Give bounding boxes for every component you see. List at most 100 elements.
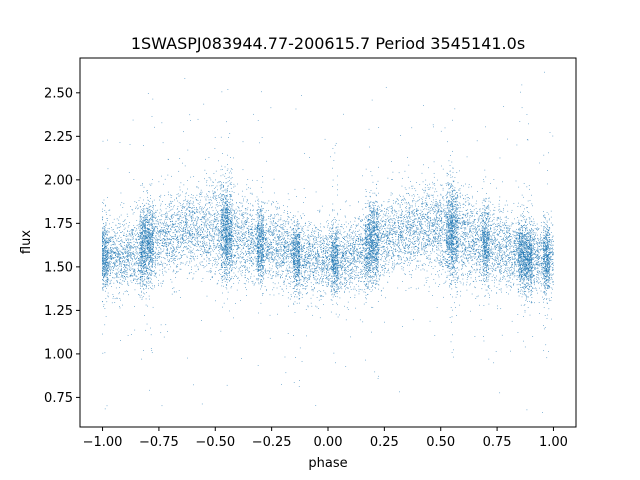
data-point	[520, 253, 522, 255]
data-point	[520, 268, 522, 270]
data-point	[460, 295, 461, 297]
data-point	[488, 204, 489, 206]
data-point	[474, 228, 476, 230]
data-point	[543, 221, 544, 223]
data-point	[428, 265, 430, 266]
data-point	[370, 261, 372, 263]
data-point	[455, 220, 457, 222]
data-point	[118, 259, 120, 260]
data-point	[238, 223, 240, 224]
data-point	[526, 186, 528, 188]
data-point	[379, 239, 381, 241]
data-point	[313, 277, 314, 278]
data-point	[501, 245, 503, 247]
data-point	[414, 209, 416, 210]
data-point	[177, 208, 178, 209]
data-point	[504, 253, 505, 255]
data-point	[304, 255, 306, 256]
data-point	[366, 258, 368, 260]
data-point	[337, 259, 338, 260]
data-point	[230, 236, 232, 237]
data-point	[487, 275, 489, 276]
data-point	[296, 247, 298, 249]
data-point	[236, 232, 238, 234]
data-point	[395, 250, 396, 252]
data-point	[425, 224, 426, 226]
data-point	[443, 251, 445, 253]
data-point	[139, 261, 141, 262]
data-point	[518, 237, 520, 239]
data-point	[456, 267, 458, 268]
data-point	[445, 211, 447, 213]
data-point	[475, 238, 477, 240]
data-point	[524, 220, 526, 222]
data-point	[289, 235, 291, 237]
data-point	[203, 250, 205, 252]
data-point	[415, 268, 417, 270]
data-point	[256, 180, 258, 181]
data-point	[447, 221, 448, 222]
data-point	[417, 194, 419, 195]
data-point	[255, 244, 257, 246]
data-point	[506, 262, 508, 264]
data-point	[524, 227, 525, 228]
data-point	[269, 254, 271, 256]
data-point	[512, 263, 513, 265]
data-point	[146, 266, 148, 268]
data-point	[298, 228, 300, 229]
data-point	[344, 248, 345, 250]
data-point	[360, 257, 362, 259]
data-point	[486, 230, 488, 231]
data-point	[520, 261, 522, 263]
data-point	[192, 207, 194, 209]
data-point	[193, 225, 194, 226]
data-point	[445, 215, 447, 216]
data-point	[129, 266, 131, 268]
data-point	[235, 252, 237, 253]
data-point	[430, 239, 432, 240]
data-point	[278, 252, 280, 254]
data-point	[385, 267, 386, 269]
data-point	[175, 228, 177, 230]
data-point	[525, 264, 527, 266]
data-point	[221, 282, 223, 283]
data-point	[229, 240, 231, 242]
data-point	[461, 243, 463, 245]
data-point	[410, 224, 412, 226]
data-point	[382, 252, 383, 254]
data-point	[190, 258, 192, 260]
data-point	[334, 289, 335, 290]
data-point	[153, 243, 155, 245]
data-point	[471, 245, 473, 246]
data-point	[427, 240, 429, 242]
data-point	[220, 224, 222, 225]
data-point	[104, 246, 106, 248]
data-point	[194, 259, 195, 261]
data-point	[487, 235, 489, 237]
data-point	[144, 230, 146, 232]
data-point	[230, 228, 232, 229]
data-point	[508, 277, 510, 279]
data-point	[323, 250, 325, 252]
data-point	[230, 231, 232, 233]
data-point	[264, 265, 265, 266]
data-point	[105, 274, 106, 275]
data-point	[262, 268, 264, 270]
data-point	[200, 247, 202, 249]
data-point	[232, 262, 233, 264]
data-point	[201, 209, 203, 211]
data-point	[233, 254, 235, 256]
data-point	[106, 218, 108, 219]
data-point	[153, 244, 154, 246]
data-point	[207, 251, 209, 253]
data-point	[431, 262, 433, 264]
data-point	[357, 266, 358, 267]
data-point	[483, 248, 485, 249]
data-point	[470, 271, 471, 273]
data-point	[137, 260, 139, 261]
data-point	[448, 202, 449, 204]
data-point	[378, 256, 379, 258]
data-point	[449, 165, 451, 166]
data-point	[484, 206, 486, 208]
data-point	[228, 215, 230, 217]
